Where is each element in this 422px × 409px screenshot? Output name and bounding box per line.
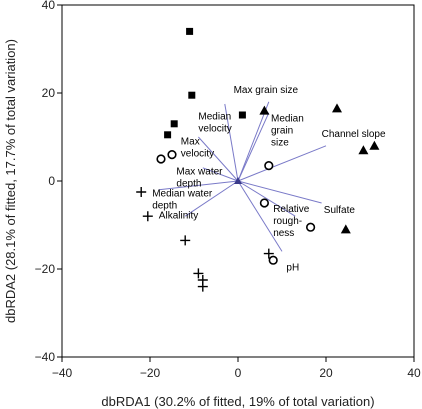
vector-max-water-depth [202,167,239,182]
circle-point [156,154,166,164]
circle-point [306,222,316,232]
circle-point [259,198,270,208]
x-tick-label: 0 [235,366,242,380]
circle-point [268,255,278,265]
vector-label: Max velocity [181,136,214,159]
x-tick-label: −40 [52,366,73,380]
triangle-point [340,224,351,234]
x-axis-ticks: −40 −20 0 20 40 [52,357,421,380]
plus-point [136,187,147,197]
vector-label: Max water depth [176,166,223,189]
y-tick-label: −20 [35,262,56,276]
vector-sulfate [237,180,322,204]
vector-label: Channel slope [322,129,386,140]
origin-marker [234,177,242,184]
y-axis-ticks: 40 20 0 −20 −40 [35,0,62,364]
plus-point [142,211,153,222]
x-tick-label: 40 [407,366,421,380]
vector-label: pH [286,262,299,273]
y-tick-label: 20 [42,86,56,100]
y-tick-label: 0 [48,174,55,188]
vector-median-velocity [224,103,239,182]
plus-point [263,248,274,259]
circle-point [264,161,274,171]
x-axis-title: dbRDA1 (30.2% of fitted, 19% of total va… [101,394,374,409]
circle-point [167,150,177,160]
plus-point [193,268,204,279]
triangle-point [358,145,369,155]
triangle-point [369,140,380,150]
square-point [186,27,194,35]
vector-label: Sulfate [324,205,356,216]
vector-labels: Max grain size Median velocity Median grain s… [152,85,386,273]
triangle-point [332,103,342,113]
vector-median-water-depth [158,180,239,191]
vector-label: Median grain size [271,114,304,149]
vector-label: Median water depth [152,188,213,211]
vector-ph [237,180,283,252]
x-tick-label: −20 [140,366,161,380]
y-tick-label: 40 [42,0,56,12]
square-point [164,131,172,139]
plus-point [180,235,191,246]
vector-max-grain-size [237,101,270,182]
vector-relative-roughness [237,180,296,217]
vector-label: Median velocity [198,111,231,134]
y-axis-title: dbRDA2 (28.1% of fitted, 17.7% of total … [3,39,18,323]
vector-max-velocity [198,136,239,182]
square-point [188,91,196,99]
vector-channel-slope [237,145,327,182]
vector-alkalinity [184,180,239,217]
triangle-point [259,105,270,115]
vector-label: Relative rough-ness [273,204,310,239]
environmental-vectors [158,101,327,252]
square-point [170,120,178,128]
vector-label: Alkalinity [159,210,198,221]
y-tick-label: −40 [35,350,56,364]
x-tick-label: 20 [319,366,333,380]
vector-median-grain-size [237,112,270,182]
vector-label: Max grain size [234,85,299,96]
sample-points [136,27,380,292]
square-point [238,111,246,119]
plus-point [197,281,208,292]
